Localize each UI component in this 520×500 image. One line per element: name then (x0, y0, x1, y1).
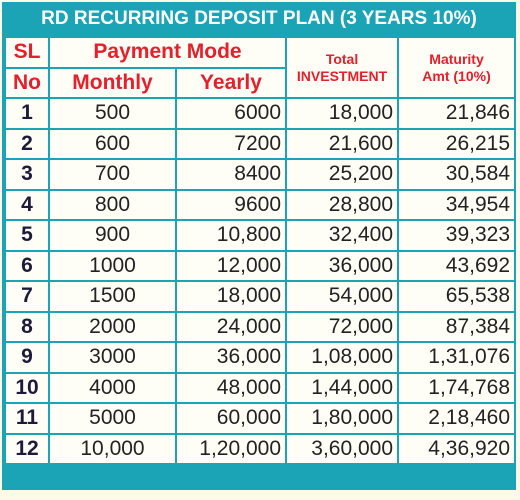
cell: 7200 (174, 127, 288, 160)
header-cell: Payment Mode (47, 36, 288, 69)
data-row: 12 10,000 1,20,000 3,60,000 4,36,920 (4, 432, 517, 465)
cell: 36,000 (285, 249, 400, 282)
cell: 11 (4, 402, 50, 435)
cell: 900 (48, 219, 177, 252)
data-row: 5 900 10,800 32,400 39,323 (4, 219, 517, 252)
header-cell: SL (4, 36, 50, 69)
title: RD RECURRING DEPOSIT PLAN (3 YEARS 10%) (41, 8, 477, 29)
data-row: 10 4000 48,000 1,44,000 1,74,768 (4, 371, 517, 404)
data-row: 2 600 7200 21,600 26,215 (4, 127, 517, 160)
table-body: SL Payment Mode Total INVESTMENT Maturity… (4, 36, 517, 465)
cell: 36,000 (174, 341, 288, 374)
cell: 3,60,000 (285, 432, 400, 465)
header-cell: Total INVESTMENT (285, 36, 400, 99)
cell: 1 (4, 97, 50, 130)
cell: 800 (48, 188, 177, 221)
cell: 34,954 (397, 188, 517, 221)
header-cell: Monthly (48, 66, 177, 99)
cell: 1,44,000 (285, 371, 400, 404)
cell: 1,74,768 (397, 371, 517, 404)
cell: 24,000 (174, 310, 288, 343)
cell: 10,800 (174, 219, 288, 252)
header-row: SL Payment Mode Total INVESTMENT Maturity… (4, 36, 517, 99)
cell: 8 (4, 310, 50, 343)
cell: 32,400 (285, 219, 400, 252)
cell: 48,000 (174, 371, 288, 404)
data-row: 7 1500 18,000 54,000 65,538 (4, 280, 517, 313)
cell: 60,000 (174, 402, 288, 435)
header-text: INVESTMENT (296, 67, 388, 84)
data-row: 1 500 6000 18,000 21,846 (4, 97, 517, 130)
cell: 12,000 (174, 249, 288, 282)
cell: 30,584 (397, 158, 517, 191)
cell: 12 (4, 432, 50, 465)
cell: 9600 (174, 188, 288, 221)
table-panel: RD RECURRING DEPOSIT PLAN (3 YEARS 10%) … (2, 2, 517, 490)
cell: 6000 (174, 97, 288, 130)
cell: 65,538 (397, 280, 517, 313)
cell: 4,36,920 (397, 432, 517, 465)
header-cell: Yearly (174, 66, 288, 99)
cell: 2,18,460 (397, 402, 517, 435)
header-cell: Maturity Amt (10%) (397, 36, 517, 99)
header-row: No Monthly Yearly (4, 66, 515, 99)
cell: 26,215 (397, 127, 517, 160)
cell: 4000 (48, 371, 177, 404)
cell: 1,20,000 (174, 432, 288, 465)
data-row: 8 2000 24,000 72,000 87,384 (4, 310, 517, 343)
cell: 21,600 (285, 127, 400, 160)
header-text: Total (325, 50, 359, 67)
data-row: 4 800 9600 28,800 34,954 (4, 188, 517, 221)
cell: 3 (4, 158, 50, 191)
cell: 21,846 (397, 97, 517, 130)
cell: 2000 (48, 310, 177, 343)
cell: 3000 (48, 341, 177, 374)
cell: 2 (4, 127, 50, 160)
cell: 700 (48, 158, 177, 191)
cell: 43,692 (397, 249, 517, 282)
cell: 8400 (174, 158, 288, 191)
cell: 7 (4, 280, 50, 313)
cell: 500 (48, 97, 177, 130)
cell: 10,000 (48, 432, 177, 465)
cell: 28,800 (285, 188, 400, 221)
cell: 87,384 (397, 310, 517, 343)
table: SL Payment Mode Total INVESTMENT Maturity… (4, 36, 517, 465)
data-row: 9 3000 36,000 1,08,000 1,31,076 (4, 341, 517, 374)
cell: 4 (4, 188, 50, 221)
cell: 39,323 (397, 219, 517, 252)
cell: 1,08,000 (285, 341, 400, 374)
cell: 10 (4, 371, 50, 404)
cell: 1000 (48, 249, 177, 282)
cell: 1,31,076 (397, 341, 517, 374)
cell: 5 (4, 219, 50, 252)
cell: 1,80,000 (285, 402, 400, 435)
data-row: 6 1000 12,000 36,000 43,692 (4, 249, 517, 282)
cell: 5000 (48, 402, 177, 435)
data-row: 11 5000 60,000 1,80,000 2,18,460 (4, 402, 517, 435)
header-cell: No (4, 66, 50, 99)
cell: 18,000 (174, 280, 288, 313)
header-text: Amt (10%) (422, 67, 491, 84)
cell: 1500 (48, 280, 177, 313)
cell: 54,000 (285, 280, 400, 313)
cell: 72,000 (285, 310, 400, 343)
cell: 600 (48, 127, 177, 160)
cell: 25,200 (285, 158, 400, 191)
cell: 18,000 (285, 97, 400, 130)
data-row: 3 700 8400 25,200 30,584 (4, 158, 517, 191)
cell: 6 (4, 249, 50, 282)
header-text: Maturity (429, 50, 484, 67)
cell: 9 (4, 341, 50, 374)
